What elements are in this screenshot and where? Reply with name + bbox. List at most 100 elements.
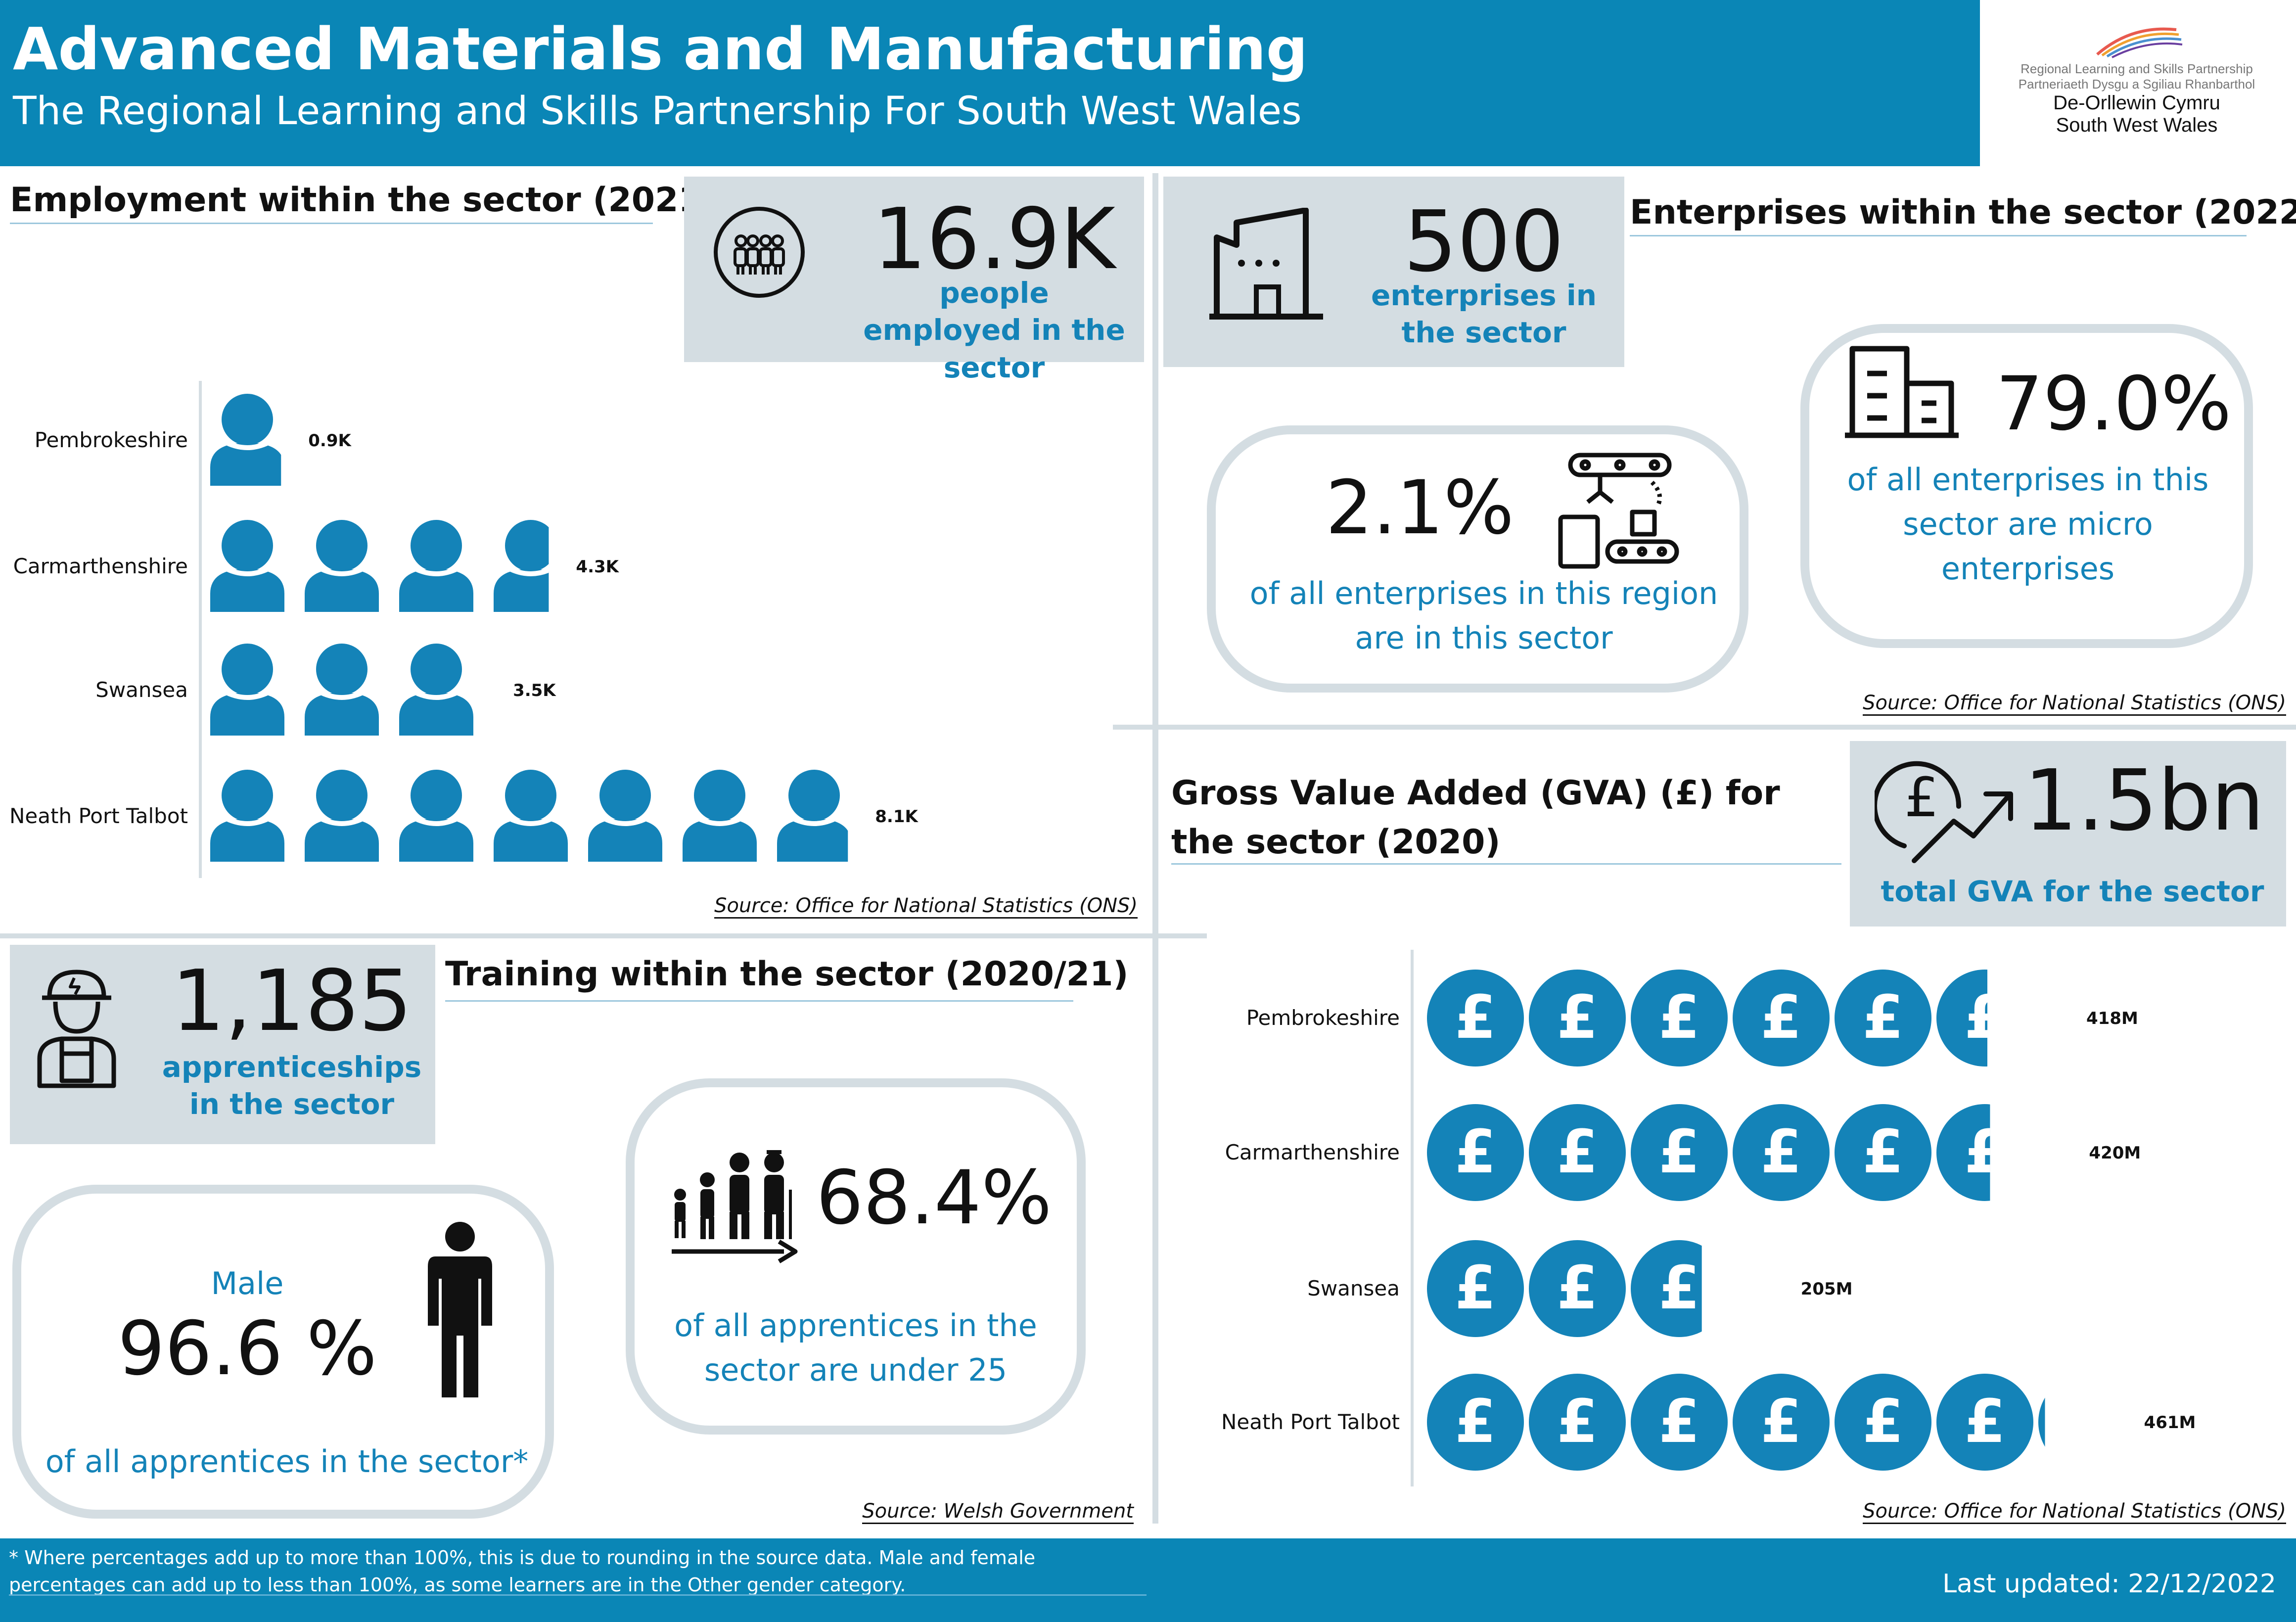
micro-share-value: 79.0% [1996,361,2232,447]
footer-banner [0,1538,2296,1622]
gva-title-underline [1171,863,1841,865]
pound-coin-icon: £ [1835,970,1931,1066]
region-share-value: 2.1% [1326,465,1515,551]
person-icon [210,520,284,612]
svg-text:£: £ [1760,1118,1802,1187]
pound-coin-icon: £ [1631,1374,1728,1471]
pound-coin-icon: £ [1835,1374,1931,1471]
training-title-underline [445,1000,1073,1002]
vertical-divider [1152,173,1158,1524]
gva-kpi-label: total GVA for the sector [1881,875,2264,908]
value-label: 4.3K [576,557,619,577]
person-icon [494,770,568,862]
enterprises-title: Enterprises within the sector (2022) [1630,193,2296,232]
svg-text:£: £ [1455,1118,1496,1187]
category-label: Pembrokeshire [35,428,188,452]
gva-kpi-value: 1.5bn [2023,752,2264,850]
svg-text:£: £ [1557,1254,1598,1323]
person-icon [683,770,757,862]
logo-region-cy: De-Orllewin Cymru [2053,92,2220,114]
category-label: Neath Port Talbot [1221,1410,1400,1434]
svg-text:£: £ [1658,1118,1700,1187]
employment-title-underline [10,223,653,224]
svg-text:£: £ [1557,1118,1598,1187]
employment-source: Source: Office for National Statistics (… [714,894,1138,919]
bar-mark: £ £ £ £ £ £ [1427,970,2006,1066]
value-label: 461M [2144,1413,2196,1433]
svg-text:£: £ [1964,983,2006,1052]
person-icon [777,770,848,862]
pound-coin-icon: £ [1631,1104,1728,1201]
svg-text:£: £ [1557,983,1598,1052]
category-label: Swansea [95,678,188,702]
gva-source: Source: Office for National Statistics (… [1863,1500,2286,1524]
footnote: * Where percentages add up to more than … [9,1547,1036,1596]
robot-arm-icon [1558,453,1679,569]
bar-mark [210,770,848,862]
training-kpi-value: 1,185 [171,952,413,1050]
person-icon [305,644,379,736]
employment-title: Employment within the sector (2021) [10,181,717,220]
category-label: Swansea [1307,1276,1400,1300]
training-title: Training within the sector (2020/21) [445,955,1129,994]
svg-text:£: £ [1455,983,1496,1052]
pound-coin-icon: £ [1631,970,1728,1066]
building-icon [1209,208,1323,320]
pound-coin-icon: £ [1936,970,2006,1066]
svg-text:£: £ [1760,1388,1802,1456]
pound-coin-icon: £ [1427,1374,1524,1471]
value-label: 0.9K [308,431,352,451]
under25-share-card [626,1078,1086,1435]
under25-share-value: 68.4% [816,1155,1052,1241]
pound-coin-icon: £ [1835,1104,1931,1201]
enterprises-kpi-label: enterprises in the sector [1371,278,1597,350]
male-label: Male [211,1265,284,1301]
person-icon [588,770,662,862]
svg-text:£: £ [1557,1388,1598,1456]
pound-coin-icon: £ [1529,1240,1626,1337]
training-source: Source: Welsh Government [862,1500,1134,1524]
svg-text:£: £ [1862,983,1904,1052]
person-icon [210,394,281,486]
svg-text:£: £ [1658,1254,1700,1323]
employment-chart: Pembrokeshire 0.9K Carmarthenshire 4.3K Swan… [9,381,918,878]
page-title: Advanced Materials and Manufacturing [13,15,1308,83]
svg-text:£: £ [1455,1388,1496,1456]
last-updated: Last updated: 22/12/2022 [1942,1569,2276,1599]
training-kpi-label: apprenticeships in the sector [162,1050,422,1121]
family-icon [672,1150,798,1263]
region-share-text: of all enterprises in this region are in… [1249,575,1718,656]
divider-employment-training [0,933,1207,938]
value-label: 3.5K [513,681,556,700]
value-label: 420M [2089,1143,2141,1163]
pound-coin-icon: £ [1427,1240,1524,1337]
pound-coin-icon: £ [1936,1374,2033,1471]
micro-share-card [1800,324,2253,648]
bar-mark: £ £ £ [1427,1240,1702,1337]
svg-text:£: £ [1760,983,1802,1052]
svg-text:£: £ [1862,1118,1904,1187]
person-icon [399,520,473,612]
pound-coin-icon: £ [1529,1374,1626,1471]
enterprises-kpi-value: 500 [1403,193,1564,291]
value-label: 8.1K [875,807,918,827]
training-kpi-panel [10,945,435,1144]
people-group-icon [714,207,805,298]
pound-coin-icon: £ [1733,970,1830,1066]
pound-coin-icon: £ [1733,1374,1830,1471]
svg-text:£: £ [1964,1388,2006,1456]
enterprises-kpi-panel [1163,177,1624,367]
bar-mark [210,394,281,486]
bar-mark [210,644,473,736]
enterprises-source: Source: Office for National Statistics (… [1863,692,2286,716]
svg-text:£: £ [1455,1254,1496,1323]
value-label: 418M [2086,1009,2138,1028]
person-icon [305,520,379,612]
pound-coin-icon: £ [1427,970,1524,1066]
employment-kpi-label: people employed in the sector [863,276,1125,384]
divider-enterprises-gva [1113,725,2296,730]
pound-coin-icon: £ [1529,1104,1626,1201]
micro-share-text: of all enterprises in this sector are mi… [1847,462,2209,587]
svg-text:£: £ [2066,1388,2108,1456]
